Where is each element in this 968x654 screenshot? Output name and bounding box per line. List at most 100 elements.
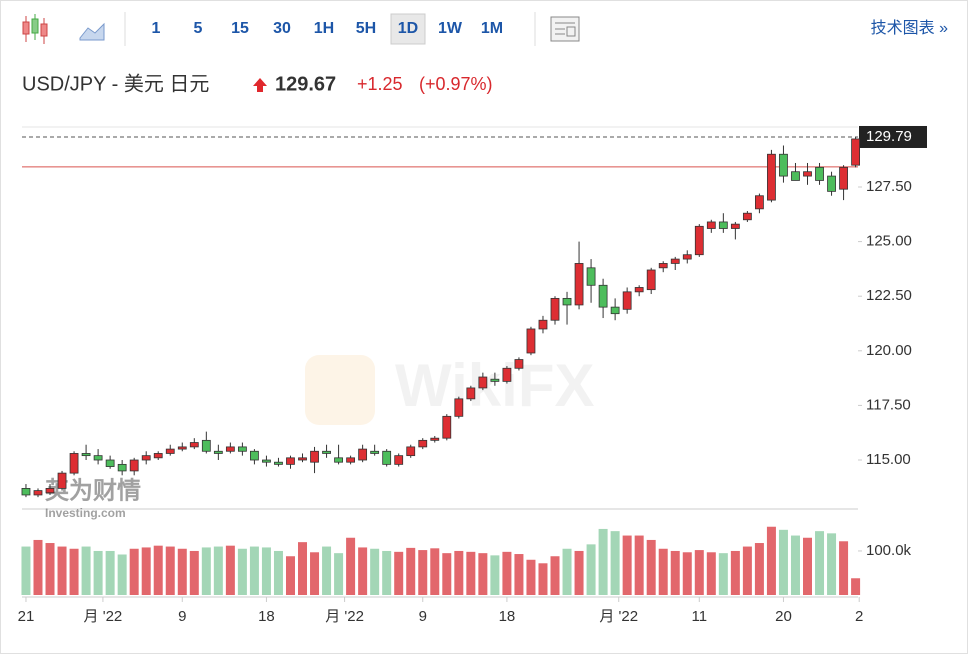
candle-body — [274, 461, 283, 465]
active-interval-bg — [390, 13, 426, 45]
candle-body — [57, 472, 67, 489]
volume-bar — [466, 551, 476, 595]
volume-bar — [298, 542, 308, 595]
interval-button[interactable]: 15 — [231, 20, 249, 37]
volume-bar — [249, 546, 259, 595]
candle-body — [670, 258, 680, 264]
interval-button[interactable]: 1 — [152, 20, 161, 37]
volume-bar — [261, 547, 271, 595]
layout-icon[interactable] — [550, 16, 580, 42]
y-tick-label: 127.50 — [866, 178, 912, 195]
candle-body — [250, 450, 259, 461]
candle-body — [406, 446, 416, 457]
interval-button[interactable]: 5H — [356, 20, 376, 37]
volume-bar — [730, 550, 740, 595]
candle-body — [827, 175, 836, 192]
candle-body — [33, 490, 43, 496]
candle-body — [466, 387, 476, 400]
candle-body — [742, 212, 752, 221]
volume-bar — [117, 554, 127, 595]
candle-body — [334, 457, 343, 463]
candle-icon[interactable] — [22, 14, 48, 44]
volume-bar — [45, 543, 55, 595]
volume-bar — [57, 546, 67, 595]
interval-button[interactable]: 1M — [481, 20, 503, 37]
candle-body — [382, 450, 392, 465]
volume-bar — [815, 531, 825, 595]
volume-bar — [370, 548, 380, 595]
volume-bar — [574, 550, 584, 595]
volume-bar — [406, 547, 416, 595]
candle-body — [141, 455, 151, 461]
y-tick-label: 117.50 — [866, 396, 911, 413]
x-tick-label: 11 — [691, 608, 707, 625]
x-tick-label: 21 — [18, 608, 35, 625]
volume-bar — [201, 547, 211, 595]
candle-body — [442, 415, 452, 439]
volume-bar — [93, 550, 103, 595]
candle-body — [562, 297, 572, 306]
x-tick-label: 2 — [855, 608, 863, 625]
x-tick-label: 月 '22 — [84, 608, 123, 625]
volume-bar — [165, 546, 175, 595]
interval-button[interactable]: 1H — [314, 20, 334, 37]
last-price-label: 129.79 — [866, 128, 912, 145]
candle-body — [346, 457, 356, 463]
volume-bar — [742, 546, 752, 595]
candle-body — [201, 439, 211, 452]
candle-body — [454, 398, 464, 417]
candle-body — [526, 328, 536, 354]
volume-bar — [839, 541, 849, 595]
y-tick-label: 120.00 — [866, 342, 912, 359]
x-tick-label: 9 — [419, 608, 427, 625]
interval-button[interactable]: 1D — [398, 20, 418, 37]
price: 129.67 — [275, 73, 336, 95]
volume-bar — [394, 551, 404, 595]
volume-bar — [177, 548, 187, 595]
volume-bar — [310, 552, 320, 595]
y-tick-label: 125.00 — [866, 233, 912, 250]
volume-bar — [189, 550, 199, 595]
volume-bar — [754, 543, 764, 595]
volume-bar — [285, 556, 295, 595]
candle-body — [622, 291, 632, 310]
candle-body — [478, 376, 488, 389]
candle-body — [815, 166, 824, 181]
candle-body — [658, 263, 668, 269]
volume-bar — [646, 539, 656, 595]
volume-bar — [237, 548, 247, 595]
x-tick-label: 月 '22 — [599, 608, 638, 625]
technical-chart-link[interactable]: 技术图表 » — [871, 19, 948, 37]
candle-body — [237, 446, 247, 452]
pair-title: USD/JPY - 美元 日元 — [22, 72, 209, 95]
change-percent: (+0.97%) — [419, 74, 493, 94]
candle-body — [755, 195, 764, 210]
candle-body — [586, 267, 596, 286]
volume-bar — [418, 550, 428, 595]
candle-body — [93, 455, 103, 461]
volume-bar — [598, 528, 608, 595]
volume-bar — [622, 535, 632, 595]
candle-body — [213, 450, 223, 454]
line-icon[interactable] — [79, 22, 105, 41]
candle-body — [574, 263, 584, 306]
candle-body — [682, 254, 692, 260]
volume-bar — [827, 533, 837, 595]
change: +1.25 — [357, 74, 403, 94]
candle-body — [225, 446, 235, 452]
candle-body — [839, 166, 848, 190]
candle-body — [851, 138, 860, 166]
volume-bar — [69, 548, 79, 595]
volume-bar — [490, 555, 500, 595]
x-tick-label: 20 — [775, 608, 792, 625]
candle-body — [370, 450, 380, 454]
volume-bar — [658, 548, 668, 595]
candle-body — [490, 378, 500, 382]
volume-bar — [610, 531, 620, 595]
volume-bar — [153, 545, 163, 595]
interval-button[interactable]: 30 — [273, 20, 291, 37]
candle-body — [129, 459, 139, 472]
interval-button[interactable]: 5 — [194, 20, 203, 37]
interval-button[interactable]: 1W — [438, 20, 463, 37]
volume-bar — [334, 553, 344, 595]
